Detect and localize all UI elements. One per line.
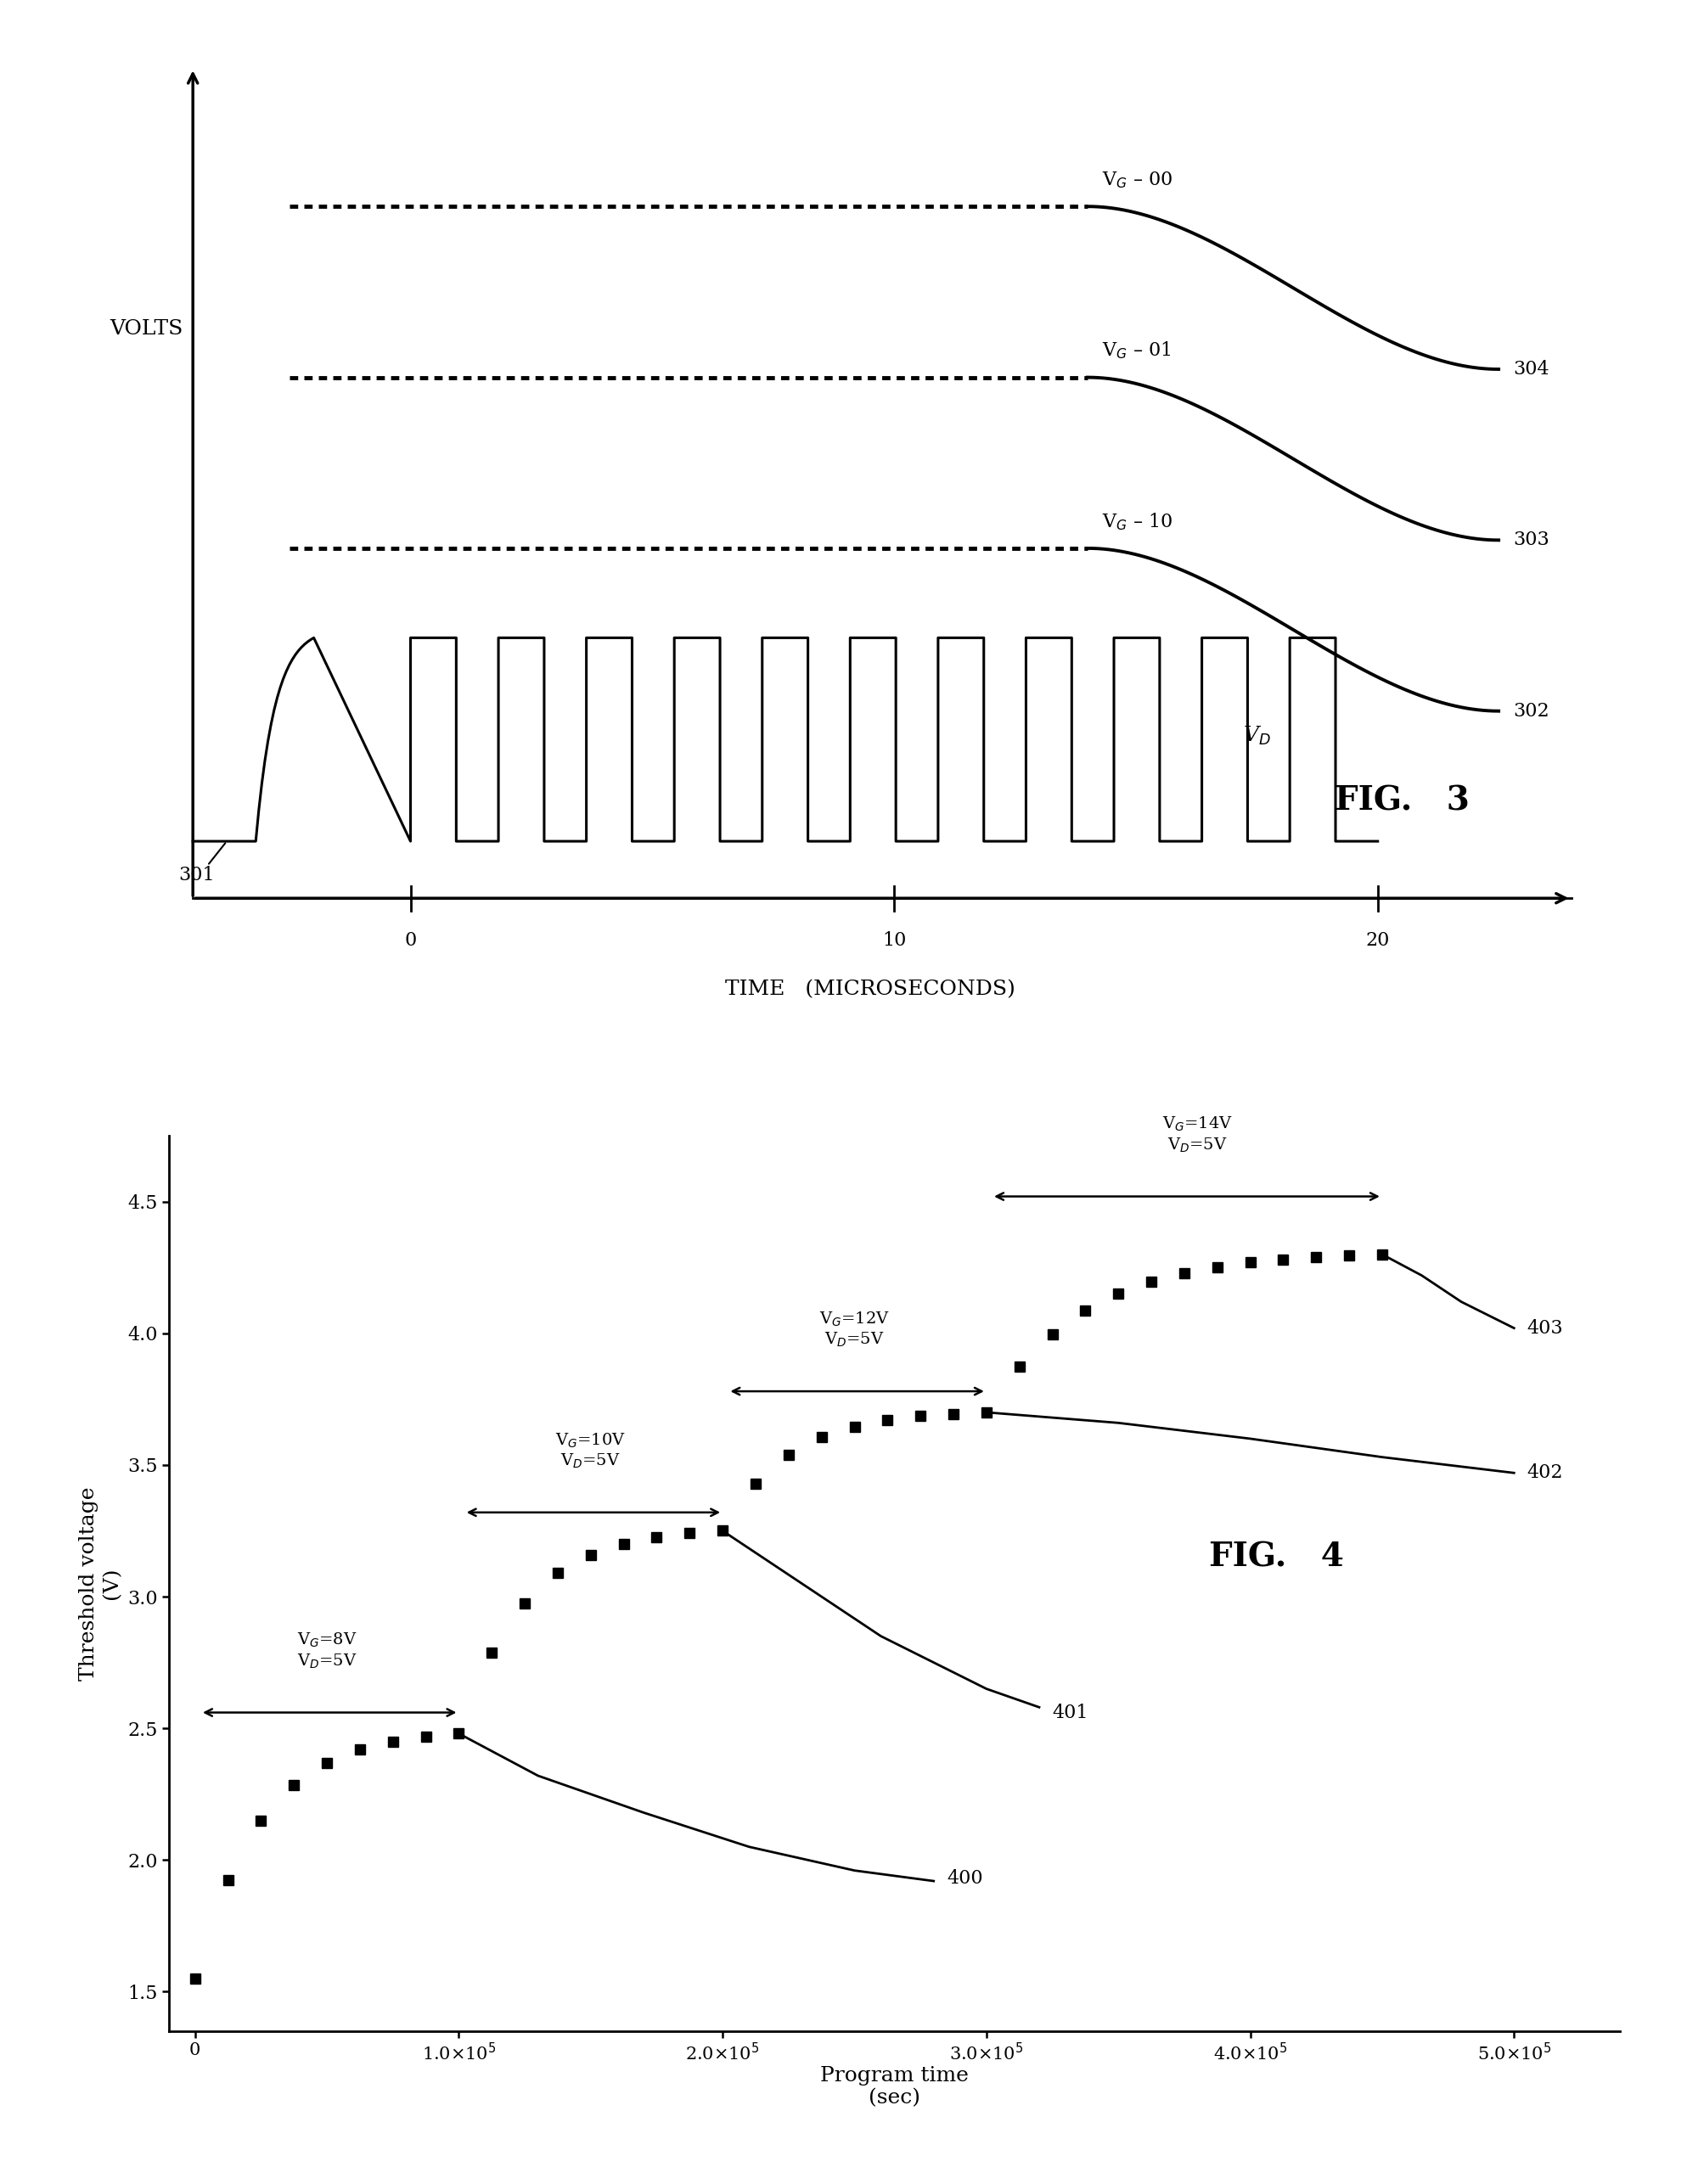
Text: V$_G$ – 01: V$_G$ – 01 <box>1102 341 1171 360</box>
Text: V$_G$=12V
V$_D$=5V: V$_G$=12V V$_D$=5V <box>820 1310 889 1350</box>
Text: 302: 302 <box>1513 701 1549 721</box>
Text: 0: 0 <box>405 930 417 950</box>
Text: V$_G$ – 00: V$_G$ – 00 <box>1102 170 1172 190</box>
Text: V$_G$=14V
V$_D$=5V: V$_G$=14V V$_D$=5V <box>1162 1116 1233 1155</box>
Text: 20: 20 <box>1366 930 1390 950</box>
X-axis label: Program time
(sec): Program time (sec) <box>820 2066 968 2108</box>
Text: 304: 304 <box>1513 360 1549 378</box>
Text: TIME   (MICROSECONDS): TIME (MICROSECONDS) <box>725 981 1016 998</box>
Y-axis label: Threshold voltage
(V): Threshold voltage (V) <box>79 1487 121 1679</box>
Text: V$_G$=8V
V$_D$=5V: V$_G$=8V V$_D$=5V <box>297 1631 358 1671</box>
Text: 303: 303 <box>1513 531 1549 550</box>
Text: 402: 402 <box>1527 1463 1564 1483</box>
Text: V$_D$: V$_D$ <box>1243 725 1270 747</box>
Text: 403: 403 <box>1527 1319 1564 1337</box>
Text: VOLTS: VOLTS <box>110 319 184 339</box>
Text: V$_G$ – 10: V$_G$ – 10 <box>1102 511 1172 533</box>
Text: 400: 400 <box>946 1870 984 1887</box>
Text: FIG.   3: FIG. 3 <box>1334 784 1469 817</box>
Text: 10: 10 <box>882 930 906 950</box>
Text: 401: 401 <box>1053 1704 1088 1721</box>
Text: V$_G$=10V
V$_D$=5V: V$_G$=10V V$_D$=5V <box>555 1431 626 1470</box>
Text: 301: 301 <box>179 865 214 885</box>
Text: FIG.   4: FIG. 4 <box>1210 1542 1345 1572</box>
